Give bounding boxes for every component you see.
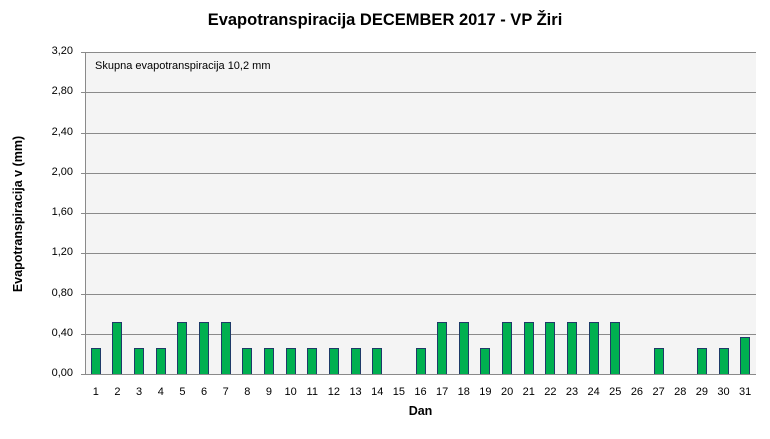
bar-day-1 — [90, 347, 101, 374]
bar-day-4 — [155, 347, 166, 374]
total-annotation: Skupna evapotranspiracija 10,2 mm — [95, 60, 271, 72]
bar-day-8 — [242, 347, 253, 374]
x-tick-label: 30 — [717, 386, 730, 398]
y-tick-label: 0,00 — [51, 367, 73, 379]
x-tick-label: 15 — [392, 386, 405, 398]
y-tick-label: 0,40 — [51, 326, 73, 339]
x-tick-label: 5 — [179, 386, 186, 398]
bar-day-29 — [696, 347, 707, 374]
x-tick-label: 16 — [414, 386, 427, 398]
bar-day-23 — [567, 321, 578, 374]
y-tick-label: 1,60 — [51, 206, 73, 218]
x-tick-label: 8 — [244, 386, 251, 398]
bar-day-21 — [523, 321, 534, 374]
chart-title: Evapotranspiracija DECEMBER 2017 - VP Ži… — [207, 11, 563, 29]
x-tick-label: 18 — [457, 386, 470, 398]
bar-day-11 — [307, 347, 318, 374]
x-axis-label: Dan — [408, 404, 433, 418]
x-tick-label: 22 — [544, 386, 557, 398]
bar-day-9 — [263, 347, 274, 374]
x-tick-label: 7 — [222, 386, 229, 398]
bar-day-16 — [415, 347, 426, 374]
x-tick-label: 29 — [695, 386, 708, 398]
bar-day-5 — [177, 321, 188, 374]
bar-day-12 — [328, 347, 339, 374]
x-tick-label: 10 — [284, 386, 297, 398]
x-tick-label: 23 — [565, 386, 579, 398]
x-tick-label: 11 — [306, 386, 318, 398]
y-tick-label: 0,80 — [51, 286, 73, 299]
gridline — [81, 293, 756, 295]
y-axis-line — [85, 52, 86, 374]
bar-day-10 — [285, 347, 296, 374]
x-tick-label: 21 — [522, 386, 535, 398]
gridline — [81, 52, 756, 53]
x-tick-label: 4 — [157, 386, 164, 398]
y-tick-label: 1,20 — [51, 246, 73, 259]
bar-day-22 — [545, 321, 556, 374]
x-tick-label: 2 — [114, 386, 121, 398]
x-tick-label: 9 — [265, 386, 273, 398]
bar-day-27 — [653, 347, 664, 374]
gridline — [81, 92, 756, 94]
x-tick-label: 27 — [652, 386, 665, 398]
bar-day-14 — [372, 347, 383, 374]
gridline — [81, 253, 756, 255]
gridline — [81, 213, 756, 214]
y-tick-label: 2,40 — [51, 125, 73, 138]
bar-day-19 — [480, 347, 491, 374]
bar-day-18 — [458, 321, 469, 374]
x-tick-label: 26 — [630, 386, 644, 398]
bar-day-13 — [350, 347, 361, 374]
x-tick-label: 12 — [327, 386, 341, 398]
plot-area: Skupna evapotranspiracija 10,2 mm — [81, 52, 756, 375]
x-tick-label: 31 — [739, 386, 752, 398]
x-tick-label: 25 — [609, 386, 622, 398]
bar-day-20 — [502, 321, 513, 374]
x-tick-label: 13 — [349, 386, 362, 398]
x-tick-label: 1 — [92, 386, 99, 398]
bar-day-17 — [437, 321, 448, 374]
x-tick-label: 19 — [479, 386, 492, 398]
x-tick-label: 3 — [136, 386, 143, 398]
y-tick-label: 2,80 — [51, 85, 73, 98]
gridline — [81, 132, 756, 134]
bar-day-2 — [112, 321, 123, 374]
bar-day-3 — [134, 347, 145, 374]
y-tick-label: 2,00 — [51, 165, 73, 178]
x-tick-label: 28 — [674, 386, 687, 398]
x-tick-label: 20 — [500, 386, 514, 398]
x-tick-label: 24 — [587, 386, 600, 398]
bar-day-24 — [588, 321, 599, 374]
gridline — [81, 333, 756, 335]
x-tick-label: 6 — [200, 386, 208, 398]
x-tick-label: 14 — [371, 386, 384, 398]
bar-day-31 — [740, 336, 751, 374]
x-tick-label: 17 — [436, 386, 449, 398]
gridline — [81, 172, 756, 174]
bar-day-25 — [610, 321, 621, 374]
bar-day-6 — [199, 321, 210, 374]
gridline — [81, 374, 756, 375]
bar-day-30 — [718, 347, 729, 374]
bar-day-7 — [220, 321, 231, 374]
y-tick-label: 3,20 — [51, 45, 73, 57]
